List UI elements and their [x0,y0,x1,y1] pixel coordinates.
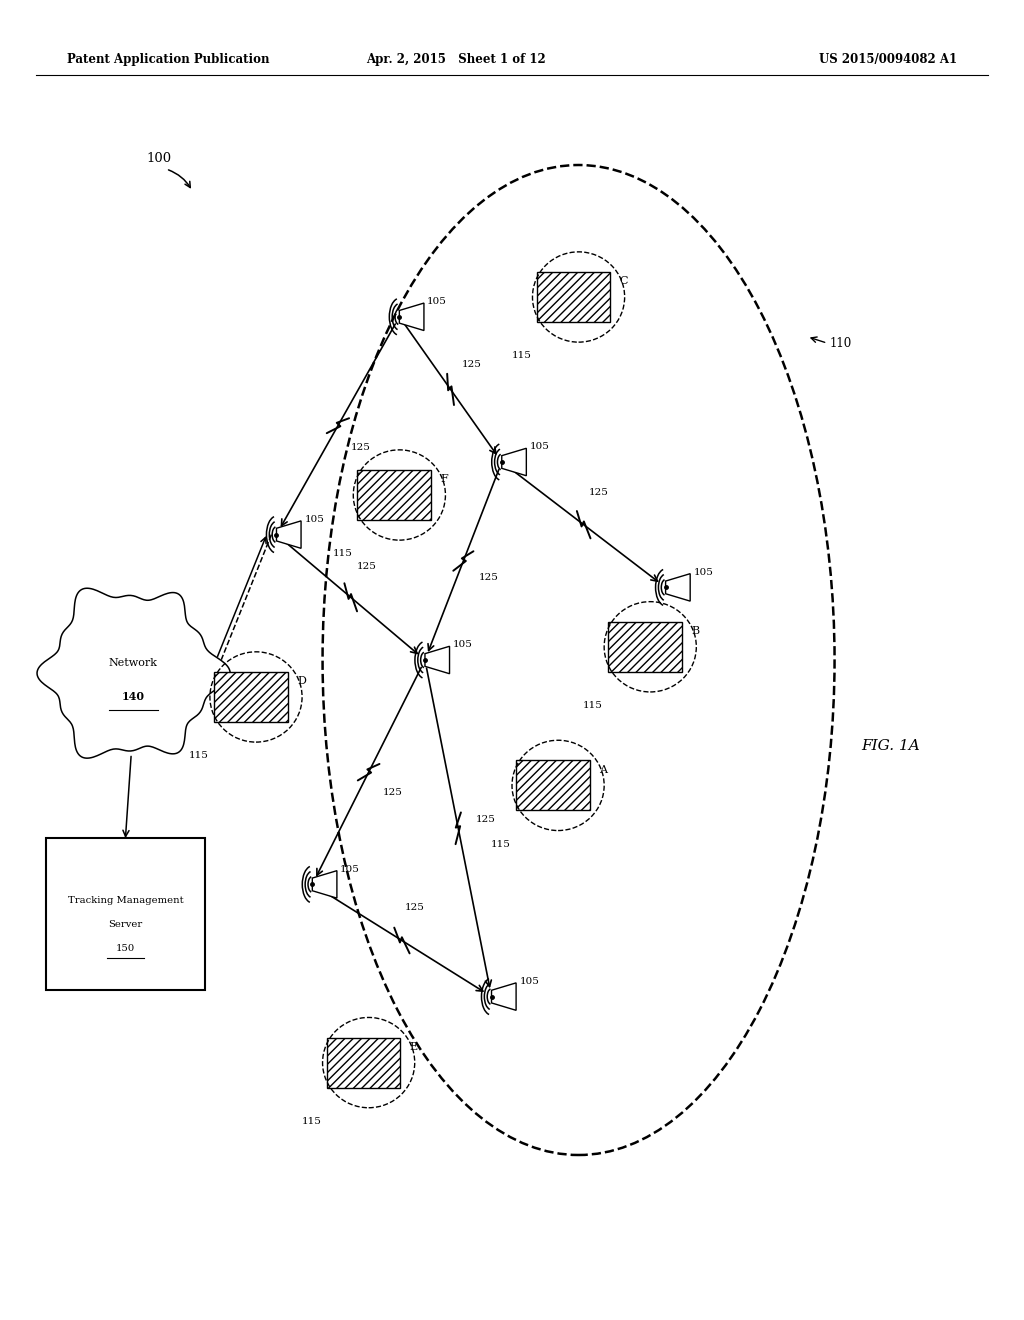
Text: 125: 125 [462,360,481,370]
Text: 125: 125 [479,573,499,582]
Polygon shape [666,574,690,601]
Text: Apr. 2, 2015   Sheet 1 of 12: Apr. 2, 2015 Sheet 1 of 12 [366,53,546,66]
Text: 105: 105 [529,442,550,451]
Text: 105: 105 [304,515,325,524]
Polygon shape [276,521,301,548]
FancyBboxPatch shape [608,622,682,672]
Polygon shape [425,647,450,673]
Text: FIG. 1A: FIG. 1A [861,739,921,752]
Text: 105: 105 [519,977,540,986]
Text: 105: 105 [427,297,447,306]
FancyBboxPatch shape [516,760,590,810]
Text: 140: 140 [122,692,144,702]
FancyBboxPatch shape [214,672,288,722]
Text: F: F [440,474,449,484]
Text: 115: 115 [512,351,531,360]
Text: 125: 125 [351,444,371,451]
Polygon shape [492,983,516,1010]
Text: Server: Server [109,920,142,929]
Text: Tracking Management: Tracking Management [68,896,183,906]
Text: E: E [410,1041,418,1052]
Text: 110: 110 [829,337,852,350]
Text: US 2015/0094082 A1: US 2015/0094082 A1 [819,53,957,66]
Text: 125: 125 [476,814,496,824]
Text: Network: Network [109,657,158,668]
FancyBboxPatch shape [327,1038,400,1088]
Text: 125: 125 [589,488,608,498]
Bar [46,838,205,990]
Text: 125: 125 [383,788,402,797]
Polygon shape [399,304,424,330]
Polygon shape [502,449,526,475]
Polygon shape [37,589,230,758]
Text: D: D [297,676,306,686]
Polygon shape [312,871,337,898]
Text: 115: 115 [302,1117,322,1126]
Text: Patent Application Publication: Patent Application Publication [67,53,269,66]
Text: A: A [599,764,607,775]
Text: 105: 105 [453,640,473,649]
Text: 115: 115 [584,701,603,710]
Text: 100: 100 [146,152,171,165]
Text: 125: 125 [404,903,424,912]
Text: 150: 150 [116,944,135,953]
Text: 115: 115 [333,549,352,558]
Text: 115: 115 [189,751,209,760]
Text: 115: 115 [492,840,511,849]
Text: 105: 105 [693,568,714,577]
Text: 105: 105 [340,865,360,874]
FancyBboxPatch shape [357,470,431,520]
Text: C: C [620,276,628,286]
Text: B: B [691,626,699,636]
FancyBboxPatch shape [537,272,610,322]
Text: 125: 125 [356,562,377,570]
